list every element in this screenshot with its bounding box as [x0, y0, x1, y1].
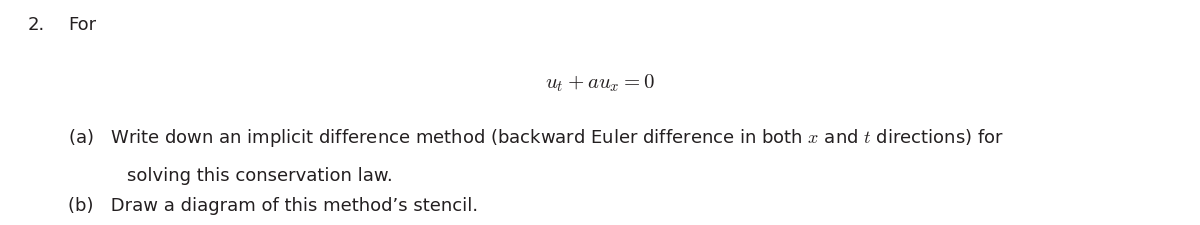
- Text: For: For: [68, 16, 96, 34]
- Text: 2.: 2.: [28, 16, 44, 34]
- Text: solving this conservation law.: solving this conservation law.: [127, 166, 392, 184]
- Text: (a)   Write down an implicit difference method (backward Euler difference in bot: (a) Write down an implicit difference me…: [68, 126, 1004, 148]
- Text: (b)   Draw a diagram of this method’s stencil.: (b) Draw a diagram of this method’s sten…: [68, 196, 479, 214]
- Text: $u_t + au_x = 0$: $u_t + au_x = 0$: [545, 72, 655, 93]
